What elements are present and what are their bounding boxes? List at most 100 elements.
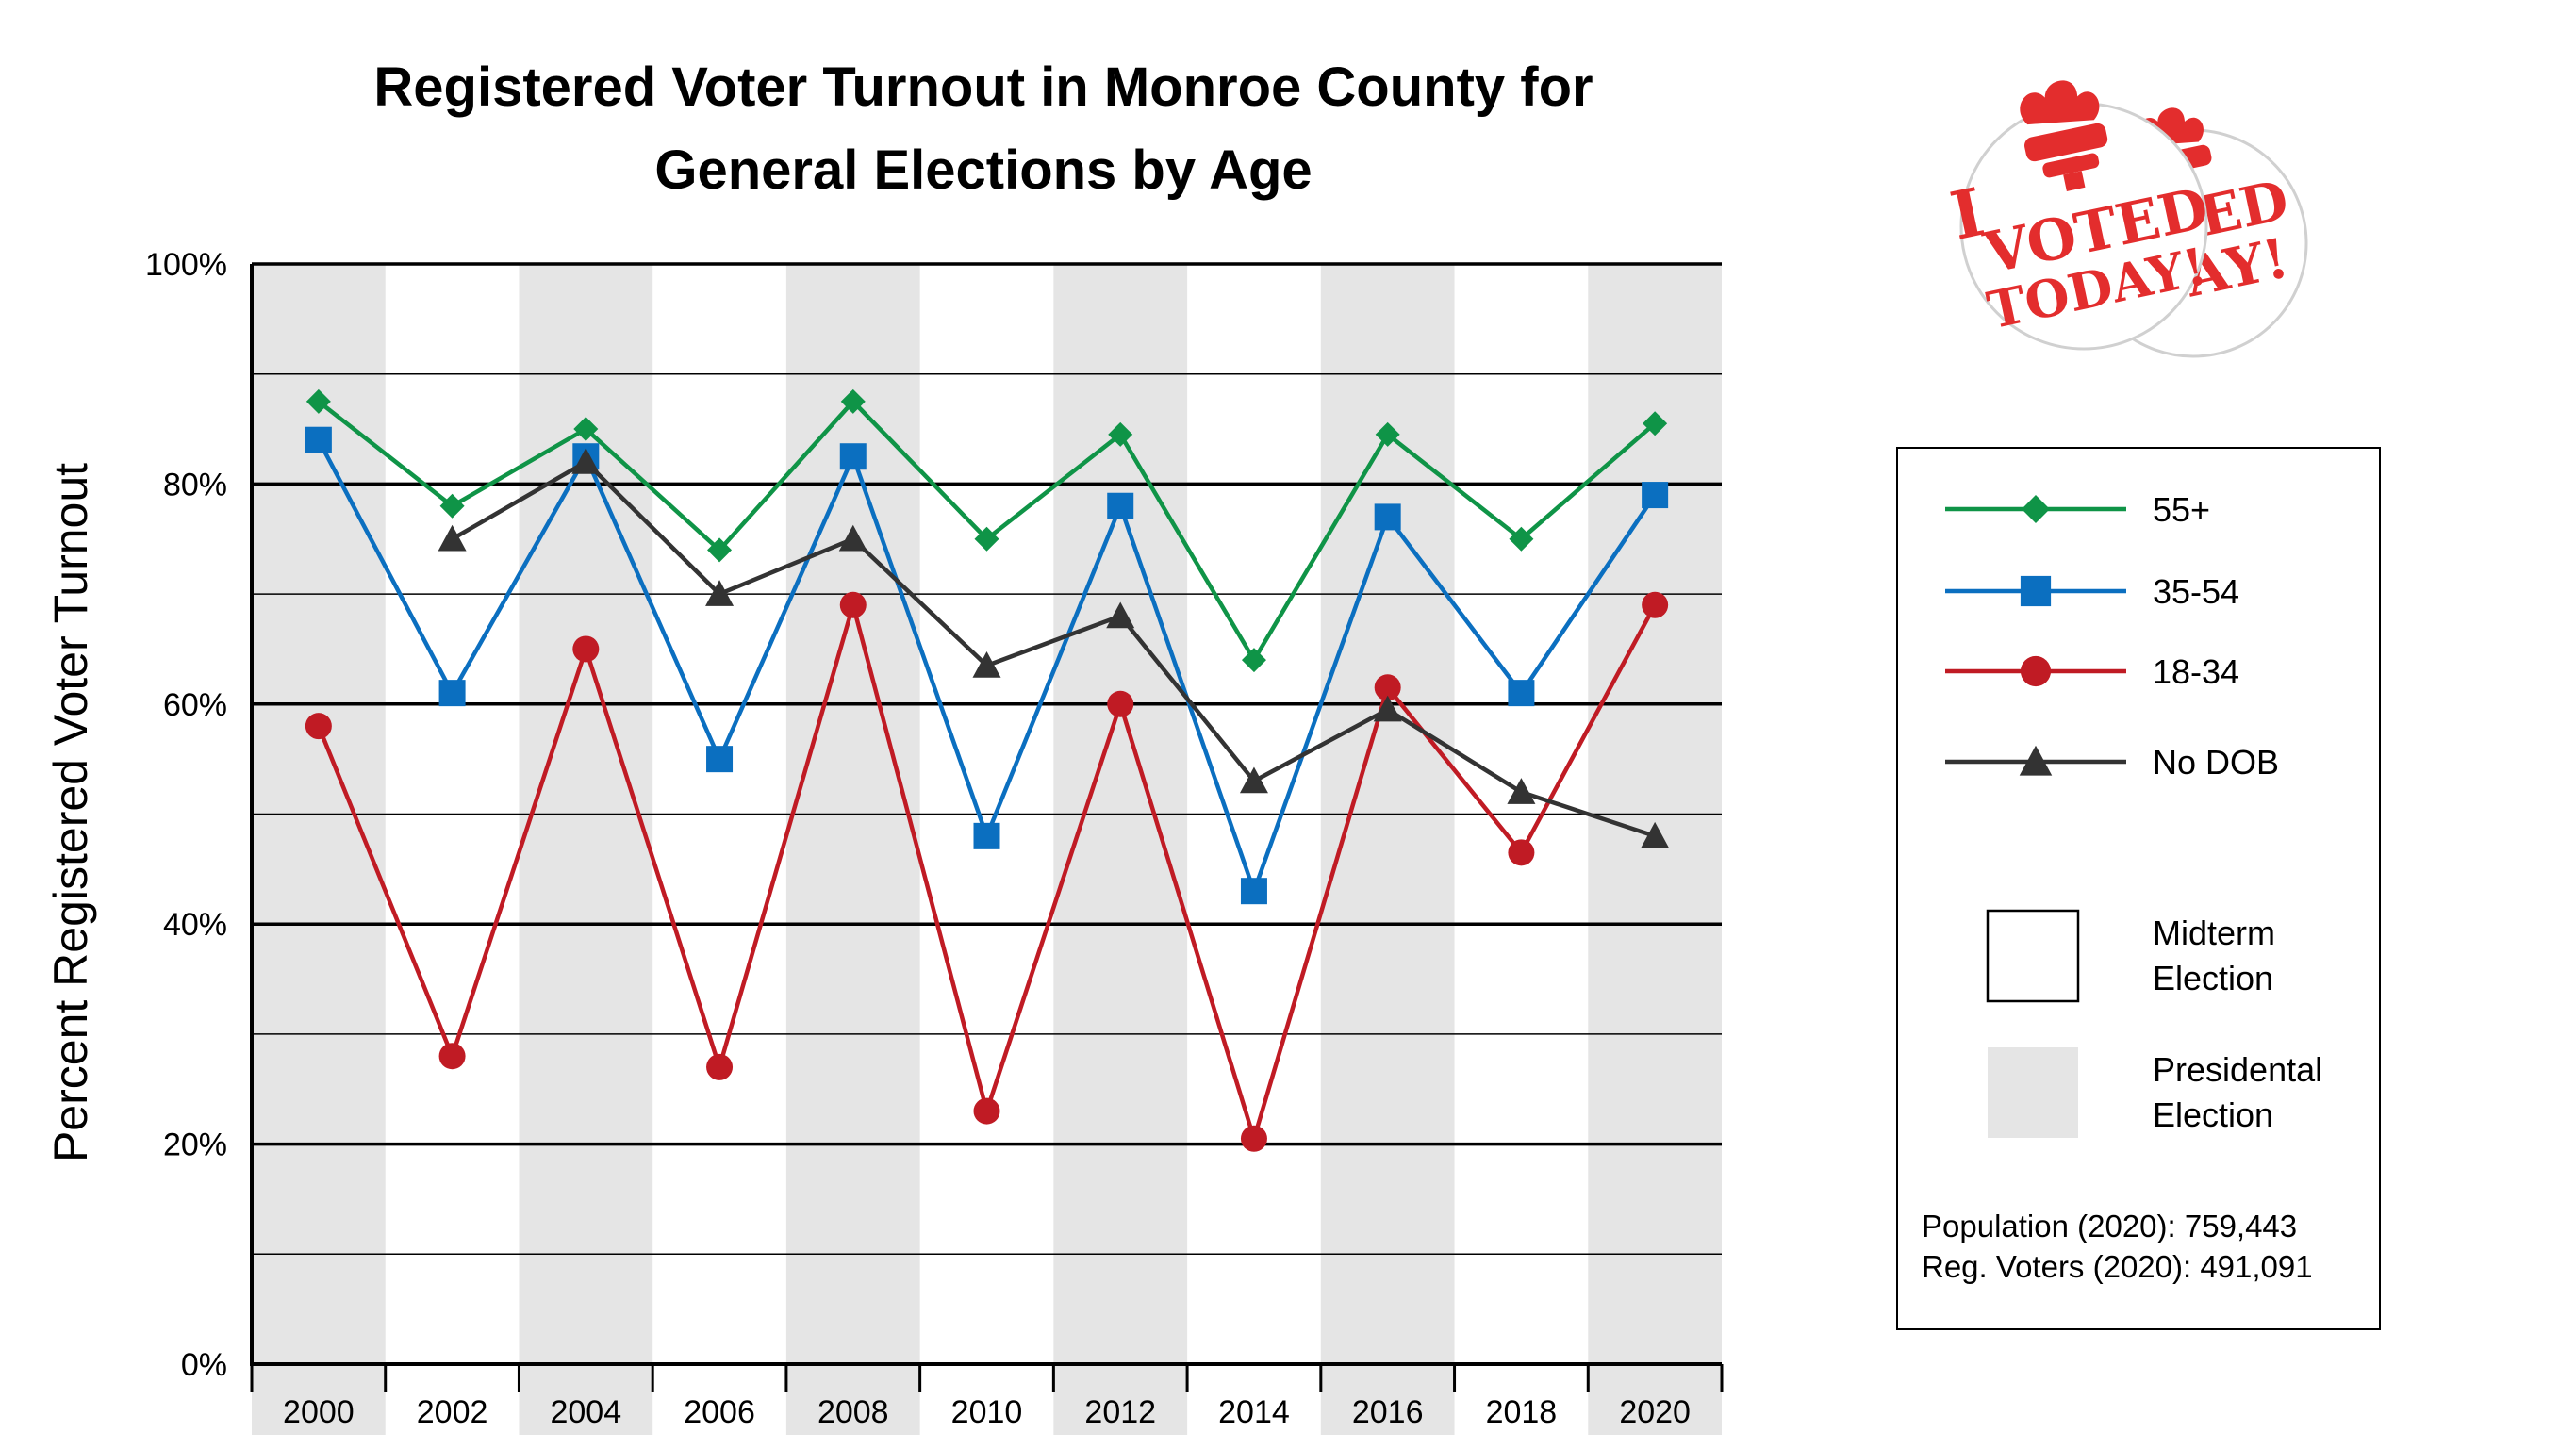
point-18-34-2012 bbox=[1107, 690, 1134, 717]
point-no-dob-2006 bbox=[705, 580, 735, 606]
gridlines bbox=[252, 262, 1722, 1256]
point-no-dob-2016 bbox=[1373, 695, 1402, 722]
legend-presidential-label-1: Presidental bbox=[2153, 1050, 2322, 1089]
point-no-dob-2002 bbox=[438, 524, 467, 552]
point-55--2010 bbox=[974, 526, 999, 552]
point-55--2016 bbox=[1375, 421, 1400, 447]
x-tick-label: 2008 bbox=[817, 1394, 889, 1430]
band-2020 bbox=[1588, 264, 1722, 1435]
point-55--2002 bbox=[439, 493, 465, 519]
presidential-bands bbox=[252, 264, 1722, 1435]
x-tick-label: 2000 bbox=[283, 1394, 355, 1430]
y-tick-labels: 0% 20% 40% 60% 80% 100% bbox=[145, 247, 227, 1383]
point-no-dob-2004 bbox=[571, 448, 601, 474]
x-tick-label: 2002 bbox=[417, 1394, 488, 1430]
axes bbox=[250, 264, 1724, 1392]
series-lines bbox=[305, 388, 1670, 1152]
x-tick-label: 2016 bbox=[1352, 1394, 1424, 1430]
series-35-54 bbox=[305, 426, 1669, 905]
band-2008 bbox=[785, 264, 920, 1435]
legend-label-no-dob: No DOB bbox=[2153, 743, 2279, 782]
legend-entry-35-54: 35-54 bbox=[1945, 572, 2239, 611]
point-35-54-2012 bbox=[1107, 492, 1134, 519]
y-tick-label: 40% bbox=[163, 907, 227, 943]
point-55--2000 bbox=[305, 388, 331, 414]
point-18-34-2018 bbox=[1508, 839, 1535, 866]
series-line-no-dob bbox=[451, 459, 1656, 838]
point-35-54-2010 bbox=[973, 822, 1000, 849]
population-stat: Population (2020): 759,443 bbox=[1922, 1209, 2297, 1243]
x-tick-label: 2020 bbox=[1619, 1394, 1691, 1430]
point-55--2008 bbox=[840, 388, 866, 414]
band-2000 bbox=[252, 264, 386, 1435]
legend-label-55-: 55+ bbox=[2153, 490, 2210, 529]
point-18-34-2016 bbox=[1374, 674, 1401, 701]
y-axis-label: Percent Registered Voter Turnout bbox=[44, 463, 97, 1162]
y-tick-label: 100% bbox=[145, 247, 227, 283]
point-18-34-2000 bbox=[305, 713, 332, 740]
point-55--2006 bbox=[707, 537, 733, 563]
y-tick-label: 20% bbox=[163, 1128, 227, 1163]
series-55- bbox=[305, 388, 1668, 673]
x-tick-labels: 2000 2002 2004 2006 2008 2010 2012 2014 2016 2018… bbox=[283, 1394, 1691, 1430]
point-55--2012 bbox=[1108, 421, 1133, 447]
x-tick-label: 2018 bbox=[1486, 1394, 1558, 1430]
x-tick-label: 2010 bbox=[951, 1394, 1023, 1430]
point-18-34-2002 bbox=[438, 1043, 466, 1070]
y-tick-label: 0% bbox=[181, 1347, 227, 1383]
point-no-dob-2008 bbox=[838, 524, 867, 552]
legend-marker-18-34 bbox=[2020, 655, 2052, 687]
point-35-54-2002 bbox=[438, 680, 466, 707]
point-35-54-2016 bbox=[1374, 503, 1401, 531]
legend-marker-55- bbox=[2022, 495, 2050, 523]
voted-sticker-front-icon: I VOTED TODAY! bbox=[1944, 80, 2214, 351]
legend-marker-35-54 bbox=[2020, 575, 2052, 607]
x-tick-label: 2012 bbox=[1084, 1394, 1156, 1430]
band-2016 bbox=[1320, 264, 1455, 1435]
x-tick-label: 2006 bbox=[684, 1394, 755, 1430]
legend-label-35-54: 35-54 bbox=[2153, 572, 2239, 611]
legend-label-18-34: 18-34 bbox=[2153, 652, 2239, 691]
point-35-54-2014 bbox=[1240, 878, 1267, 905]
legend-marker-no-dob bbox=[2019, 745, 2053, 776]
series-18-34 bbox=[305, 591, 1669, 1152]
point-18-34-2004 bbox=[572, 635, 600, 663]
point-55--2018 bbox=[1509, 526, 1534, 552]
legend-entry-55-: 55+ bbox=[1945, 490, 2210, 529]
point-18-34-2020 bbox=[1642, 591, 1669, 618]
chart-title-line-2: General Elections by Age bbox=[654, 140, 1312, 201]
point-18-34-2006 bbox=[706, 1053, 734, 1080]
point-35-54-2006 bbox=[706, 746, 734, 773]
point-55--2014 bbox=[1241, 648, 1266, 673]
legend-midterm-label-2: Election bbox=[2153, 959, 2273, 997]
legend-midterm-label-1: Midterm bbox=[2153, 914, 2275, 952]
point-35-54-2000 bbox=[305, 426, 332, 453]
registered-voters-stat: Reg. Voters (2020): 491,091 bbox=[1922, 1249, 2313, 1284]
point-55--2020 bbox=[1643, 411, 1668, 436]
point-no-dob-2020 bbox=[1641, 821, 1670, 848]
x-tick-label: 2014 bbox=[1218, 1394, 1290, 1430]
legend-presidential-label-2: Election bbox=[2153, 1095, 2273, 1134]
legend-entry-18-34: 18-34 bbox=[1945, 652, 2239, 691]
point-18-34-2010 bbox=[973, 1097, 1000, 1125]
legend-midterm-swatch bbox=[1986, 909, 2080, 1003]
point-no-dob-2012 bbox=[1106, 601, 1135, 629]
chart-title-line-1: Registered Voter Turnout in Monroe Count… bbox=[373, 57, 1593, 118]
point-55--2004 bbox=[573, 417, 599, 442]
point-35-54-2008 bbox=[839, 443, 867, 470]
point-35-54-2020 bbox=[1642, 482, 1669, 509]
point-no-dob-2014 bbox=[1239, 766, 1268, 794]
legend-box bbox=[1896, 447, 2381, 1330]
y-tick-label: 60% bbox=[163, 687, 227, 723]
point-18-34-2008 bbox=[839, 591, 867, 618]
point-no-dob-2010 bbox=[972, 650, 1001, 678]
point-35-54-2018 bbox=[1508, 680, 1535, 707]
x-tick-label: 2004 bbox=[550, 1394, 621, 1430]
series-no-dob bbox=[438, 448, 1670, 848]
point-no-dob-2018 bbox=[1507, 778, 1536, 804]
legend-presidential-swatch bbox=[1988, 1047, 2078, 1138]
point-18-34-2014 bbox=[1240, 1125, 1267, 1152]
legend-series-entries: 55+ 35-54 18-34 No DOB bbox=[1945, 490, 2279, 782]
y-tick-label: 80% bbox=[163, 467, 227, 502]
